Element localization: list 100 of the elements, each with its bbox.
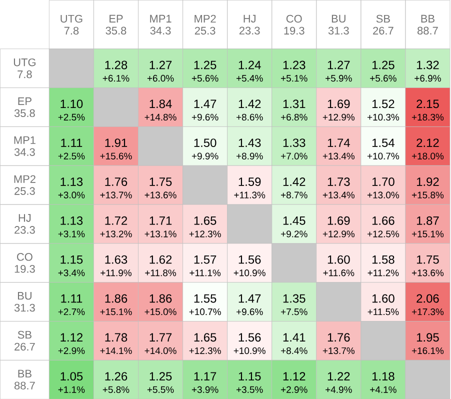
annotation: +15.1%	[412, 230, 444, 238]
data-label: 1.91	[105, 138, 128, 147]
annotation: +4.1%	[370, 386, 396, 393]
data-label: 1.69	[328, 216, 350, 225]
y-tick-label: UTG 7.8	[14, 58, 36, 78]
data-label: 1.54	[372, 138, 394, 147]
annotation: +8.7%	[281, 192, 308, 198]
data-label: 1.62	[150, 255, 172, 264]
annotation: +7.0%	[281, 152, 308, 160]
data-label: 1.25	[194, 60, 216, 70]
annotation: +13.4%	[322, 152, 355, 160]
annotation: +10.7%	[367, 152, 400, 160]
y-tick-label: CO 19.3	[14, 252, 35, 273]
annotation: +18.3%	[412, 114, 444, 120]
annotation: +5.9%	[326, 74, 352, 82]
annotation: +6.8%	[281, 114, 308, 120]
annotation: +15.6%	[100, 152, 132, 160]
data-label: 1.18	[372, 372, 394, 380]
data-label: 1.12	[283, 372, 306, 380]
annotation: +6.1%	[102, 74, 130, 82]
data-label: 1.76	[328, 333, 350, 342]
annotation: +5.8%	[102, 386, 130, 393]
annotation: +11.2%	[368, 269, 399, 276]
annotation: +13.6%	[412, 269, 444, 276]
annotation: +2.9%	[58, 347, 85, 354]
data-label: 1.74	[328, 138, 350, 147]
data-label: 1.55	[194, 294, 216, 303]
data-label: 1.27	[150, 60, 172, 69]
data-label: 1.78	[105, 333, 128, 342]
annotation: +13.7%	[322, 347, 355, 354]
annotation: +10.7%	[189, 308, 221, 315]
data-label: 1.15	[238, 372, 261, 380]
data-label: 1.41	[283, 333, 306, 342]
annotation: +15.1%	[100, 308, 132, 315]
annotation: +15.8%	[412, 192, 444, 198]
data-label: 1.47	[238, 294, 261, 302]
data-label: 1.56	[238, 333, 261, 342]
annotation: +13.7%	[100, 192, 132, 198]
data-label: 1.22	[328, 372, 350, 380]
data-label: 1.31	[283, 99, 306, 108]
x-tick-label: SB 26.7	[373, 14, 394, 34]
data-label: 1.60	[372, 294, 394, 303]
annotation: +8.6%	[236, 114, 263, 120]
data-label: 1.10	[60, 99, 83, 108]
annotation: +10.9%	[234, 347, 266, 354]
data-label: 1.73	[328, 177, 350, 186]
annotation: +11.3%	[234, 192, 266, 198]
annotation: +13.4%	[322, 192, 355, 198]
data-label: 1.45	[283, 216, 306, 225]
x-tick-label: EP 35.8	[106, 14, 126, 34]
annotation: +13.0%	[367, 192, 400, 198]
data-label: 1.24	[238, 60, 261, 69]
data-label: 1.66	[372, 216, 394, 225]
data-label: 1.05	[60, 372, 83, 380]
annotation: +7.5%	[281, 308, 308, 315]
annotation: +9.6%	[236, 308, 263, 315]
annotation: +5.1%	[281, 74, 308, 82]
data-label: 1.52	[372, 99, 394, 108]
annotation: +8.9%	[236, 152, 263, 160]
annotation: +2.5%	[58, 152, 85, 160]
data-label: 1.12	[60, 333, 82, 342]
annotation: +14.1%	[100, 347, 132, 354]
data-label: 1.72	[105, 216, 128, 225]
data-label: 1.57	[194, 255, 216, 264]
y-tick-label: BU 31.3	[14, 292, 35, 312]
data-label: 1.56	[238, 255, 261, 264]
data-label: 1.32	[416, 60, 439, 70]
data-label: 1.25	[150, 372, 172, 380]
annotation: +9.9%	[192, 152, 218, 160]
annotation: +3.5%	[236, 386, 263, 393]
data-label: 1.86	[105, 294, 128, 303]
data-label: 1.50	[194, 138, 216, 147]
annotation: +2.9%	[281, 386, 308, 393]
annotation: +11.9%	[100, 269, 132, 276]
annotation: +1.1%	[58, 386, 85, 393]
data-label: 1.58	[372, 255, 394, 264]
data-label: 1.25	[372, 60, 394, 70]
data-label: 1.75	[416, 255, 439, 264]
data-label: 1.15	[60, 255, 83, 264]
annotation: +11.6%	[323, 269, 354, 276]
annotation: +5.4%	[236, 74, 263, 82]
y-tick-label: MP2 25.3	[14, 175, 36, 195]
data-label: 1.65	[194, 216, 216, 225]
annotation: +9.2%	[281, 230, 308, 238]
data-label: 1.86	[150, 294, 172, 303]
annotation: +18.0%	[412, 152, 444, 160]
x-tick-label: MP2 25.3	[194, 14, 216, 34]
annotation: +10.3%	[367, 114, 400, 120]
annotation: +11.1%	[190, 269, 221, 276]
annotation: +12.3%	[189, 230, 221, 238]
data-label: 1.23	[283, 60, 306, 70]
y-tick-label: HJ 23.3	[14, 214, 35, 234]
x-tick-label: HJ 23.3	[239, 14, 260, 34]
data-label: 1.76	[105, 177, 128, 186]
annotation: +11.5%	[368, 308, 399, 315]
data-label: 1.95	[416, 333, 439, 342]
data-label: 1.13	[60, 177, 83, 186]
annotation: +11.8%	[145, 269, 176, 276]
x-tick-label: UTG 7.8	[60, 14, 82, 34]
x-tick-label: BU 31.3	[328, 14, 349, 34]
